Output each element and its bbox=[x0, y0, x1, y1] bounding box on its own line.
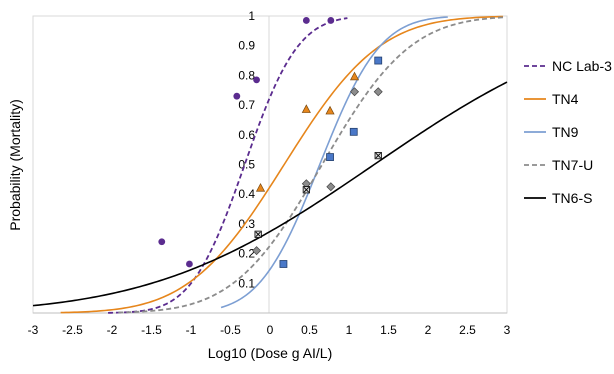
x-tick-label: 3 bbox=[504, 323, 511, 337]
x-tick-label: 1 bbox=[346, 323, 353, 337]
legend-item-tn7-u: TN7-U bbox=[524, 157, 593, 173]
data-point-tn4 bbox=[301, 104, 311, 113]
x-tick-label: -2.5 bbox=[62, 323, 83, 337]
data-point-nc-lab-3 bbox=[158, 238, 166, 246]
x-tick-label: -2 bbox=[107, 323, 118, 337]
x-tick-labels: -3 -2.5 -2 -1.5 -1 -0.5 0 0.5 1 1.5 2 2.5 3 bbox=[28, 323, 511, 337]
data-point-tn7-u bbox=[252, 246, 262, 256]
x-tick-label: 2 bbox=[425, 323, 432, 337]
legend-label: TN6-S bbox=[552, 190, 592, 206]
y-tick-label: 0.8 bbox=[238, 68, 255, 82]
legend-item-nc-lab-3: NC Lab-3 bbox=[524, 58, 612, 74]
legend: NC Lab-3 TN4 TN9 TN7-U TN6-S bbox=[524, 58, 612, 206]
y-tick-label: 0.4 bbox=[238, 187, 255, 201]
data-point-tn6-s bbox=[302, 186, 310, 194]
series-curve-tn6-s bbox=[32, 81, 508, 307]
x-tick-label: 0.5 bbox=[301, 323, 318, 337]
data-point-tn7-u bbox=[350, 87, 360, 97]
y-tick-labels: 0.10.20.30.40.50.60.70.80.91 bbox=[238, 9, 255, 290]
data-point-tn7-u bbox=[326, 182, 336, 192]
data-point-tn4 bbox=[255, 183, 266, 192]
legend-item-tn9: TN9 bbox=[524, 124, 579, 140]
y-tick-label: 0.7 bbox=[238, 98, 255, 112]
data-point-tn9 bbox=[374, 56, 383, 65]
series-curves bbox=[32, 15, 508, 314]
data-point-tn9 bbox=[326, 153, 334, 161]
legend-label: TN4 bbox=[552, 91, 579, 107]
x-tick-label: 0 bbox=[267, 323, 274, 337]
y-tick-label: 0.2 bbox=[238, 247, 255, 261]
x-tick-label: -0.5 bbox=[220, 323, 241, 337]
x-axis-title: Log10 (Dose g AI/L) bbox=[208, 345, 333, 361]
data-point-tn9 bbox=[279, 260, 288, 268]
series-curve-nc-lab-3 bbox=[108, 17, 348, 314]
data-point-tn7-u bbox=[373, 87, 383, 97]
y-tick-label: 0.6 bbox=[238, 128, 255, 142]
data-point-nc-lab-3 bbox=[302, 17, 310, 24]
data-point-tn4 bbox=[325, 105, 335, 115]
x-tick-label: -1.5 bbox=[141, 323, 162, 337]
y-tick-label: 0.1 bbox=[238, 276, 255, 290]
series-points bbox=[158, 17, 383, 268]
x-tick-label: 1.5 bbox=[380, 323, 397, 337]
series-curve-tn4 bbox=[60, 15, 504, 314]
legend-label: TN9 bbox=[552, 124, 579, 140]
data-point-nc-lab-3 bbox=[327, 17, 335, 24]
data-point-tn9 bbox=[349, 127, 358, 136]
data-point-tn6-s bbox=[374, 151, 382, 160]
x-tick-label: -1 bbox=[186, 323, 197, 337]
legend-item-tn4: TN4 bbox=[524, 91, 579, 107]
data-point-nc-lab-3 bbox=[253, 76, 260, 84]
legend-label: TN7-U bbox=[552, 157, 593, 173]
series-curve-tn9 bbox=[220, 16, 448, 309]
y-tick-label: 0.9 bbox=[238, 39, 255, 53]
legend-item-tn6-s: TN6-S bbox=[524, 190, 592, 206]
data-point-nc-lab-3 bbox=[186, 260, 193, 268]
data-point-tn6-s bbox=[254, 230, 262, 238]
data-point-tn4 bbox=[349, 71, 360, 81]
y-axis-title: Probability (Mortality) bbox=[7, 99, 23, 230]
y-tick-label: 1 bbox=[248, 9, 255, 23]
x-tick-label: 2.5 bbox=[459, 323, 476, 337]
data-point-nc-lab-3 bbox=[233, 92, 241, 100]
series-curve-tn7-u bbox=[118, 16, 504, 314]
x-tick-label: -3 bbox=[28, 323, 39, 337]
legend-label: NC Lab-3 bbox=[552, 58, 612, 74]
